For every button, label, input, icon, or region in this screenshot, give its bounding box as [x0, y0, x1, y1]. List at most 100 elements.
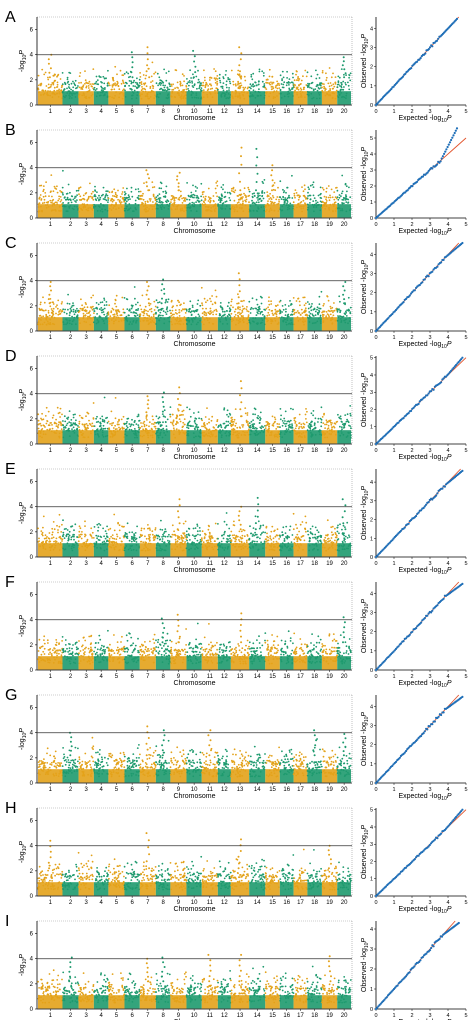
snp-point: [285, 428, 288, 430]
snp-point: [349, 412, 352, 415]
snp-point: [48, 314, 51, 317]
chromosome-5-points: [107, 65, 125, 105]
snp-point: [242, 86, 245, 89]
snp-point: [308, 194, 311, 197]
snp-point: [191, 196, 194, 199]
snp-point: [37, 413, 40, 416]
snp-density-band: [279, 317, 294, 331]
snp-point: [125, 71, 128, 74]
snp-point: [276, 196, 279, 198]
y-tick-label: 2: [30, 417, 34, 423]
snp-point: [130, 304, 133, 307]
snp-point: [194, 426, 197, 428]
snp-point: [157, 84, 160, 87]
snp-point: [236, 426, 239, 429]
chromosome-20-points: [336, 281, 352, 331]
snp-point: [280, 83, 283, 85]
snp-point: [305, 75, 308, 78]
snp-point: [214, 89, 216, 92]
snp-point: [38, 202, 41, 205]
snp-point: [308, 82, 311, 85]
snp-point: [161, 201, 164, 204]
snp-point: [295, 79, 298, 81]
snp-point: [94, 185, 96, 188]
snp-point: [169, 309, 171, 312]
snp-point: [116, 194, 118, 197]
snp-point: [207, 85, 210, 87]
snp-point: [251, 427, 254, 430]
snp-point: [175, 197, 178, 199]
snp-point: [39, 194, 42, 196]
snp-point: [252, 419, 255, 421]
snp-point: [265, 81, 267, 84]
snp-point: [258, 68, 261, 71]
snp-point: [119, 69, 122, 72]
snp-point: [242, 308, 245, 310]
snp-point: [273, 182, 276, 184]
chromosome-tick-label: 1: [49, 109, 53, 115]
snp-point: [134, 315, 137, 318]
snp-point: [41, 533, 43, 536]
snp-point: [189, 424, 192, 427]
snp-point: [286, 81, 288, 84]
chromosome-11-points: [201, 180, 219, 218]
snp-density-band: [170, 317, 187, 331]
chromosome-19-points: [321, 295, 338, 331]
snp-point: [178, 311, 181, 314]
snp-point: [95, 75, 98, 78]
peak-point: [255, 147, 258, 150]
snp-point: [138, 84, 141, 87]
snp-point: [95, 302, 98, 304]
snp-point: [100, 89, 103, 92]
snp-point: [68, 71, 71, 74]
snp-point: [310, 309, 313, 312]
snp-point: [156, 194, 159, 197]
snp-point: [84, 314, 87, 317]
chromosome-tick-label: 20: [341, 335, 348, 341]
snp-density-band: [155, 430, 171, 444]
snp-point: [193, 420, 196, 423]
qq-point: [448, 141, 452, 144]
snp-point: [94, 89, 97, 91]
snp-point: [105, 301, 108, 303]
snp-point: [79, 186, 82, 189]
snp-point: [258, 80, 260, 83]
snp-point: [57, 199, 60, 202]
chromosome-7-points: [139, 46, 157, 105]
snp-point: [225, 200, 228, 203]
snp-point: [316, 73, 319, 76]
snp-point: [225, 83, 228, 86]
snp-point: [78, 193, 80, 196]
snp-point: [63, 428, 65, 430]
snp-point: [255, 314, 258, 316]
snp-point: [39, 184, 41, 187]
snp-point: [278, 423, 280, 425]
snp-point: [335, 421, 338, 423]
snp-point: [196, 424, 198, 426]
snp-point: [78, 82, 80, 84]
snp-point: [178, 315, 181, 317]
chromosome-8-points: [155, 68, 172, 105]
snp-point: [103, 313, 106, 316]
peak-point: [145, 181, 148, 184]
snp-point: [225, 86, 228, 89]
snp-point: [201, 304, 204, 307]
snp-point: [261, 80, 264, 83]
snp-point: [96, 197, 99, 199]
snp-point: [270, 310, 273, 312]
peak-point: [146, 46, 149, 49]
snp-point: [284, 314, 287, 316]
snp-point: [221, 308, 224, 311]
snp-point: [347, 296, 350, 299]
snp-point: [216, 184, 219, 187]
snp-point: [307, 84, 310, 87]
snp-point: [290, 81, 293, 84]
peak-point: [271, 189, 273, 192]
snp-point: [167, 200, 170, 203]
snp-point: [70, 422, 72, 424]
snp-point: [134, 85, 137, 88]
snp-point: [237, 87, 240, 90]
snp-point: [277, 310, 280, 312]
snp-point: [60, 302, 63, 305]
snp-point: [170, 300, 173, 303]
